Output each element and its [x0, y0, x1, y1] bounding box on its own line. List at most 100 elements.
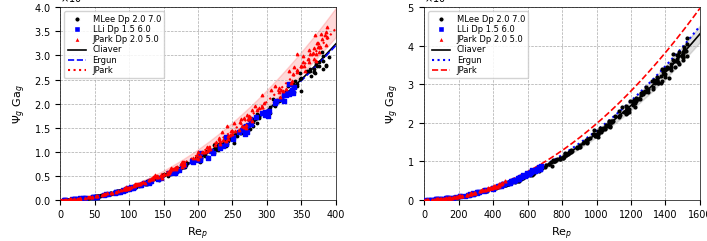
Point	[597, 127, 608, 131]
Point	[467, 192, 479, 195]
Point	[122, 187, 134, 190]
Point	[287, 91, 298, 95]
Point	[242, 113, 253, 117]
Point	[566, 150, 577, 154]
Point	[627, 103, 638, 107]
Point	[94, 194, 105, 198]
Point	[450, 195, 461, 199]
Point	[445, 196, 456, 200]
Point	[671, 59, 682, 63]
Point	[631, 99, 642, 103]
Point	[173, 167, 184, 171]
Point	[652, 75, 663, 79]
Point	[129, 185, 140, 189]
Point	[548, 159, 559, 163]
Point	[531, 168, 542, 172]
Point	[555, 157, 566, 161]
Point	[233, 129, 245, 133]
Point	[195, 156, 206, 160]
Point	[59, 198, 71, 202]
Point	[100, 193, 111, 197]
Point	[534, 167, 545, 171]
Point	[652, 81, 663, 85]
Point	[431, 197, 442, 201]
Point	[222, 134, 233, 137]
Point	[187, 160, 199, 164]
Point	[489, 185, 501, 189]
Point	[445, 196, 457, 200]
Point	[64, 198, 75, 201]
Point	[428, 198, 440, 201]
Point	[247, 124, 258, 128]
Point	[221, 140, 233, 144]
Point	[312, 41, 323, 45]
Point	[135, 181, 146, 185]
Point	[244, 123, 255, 127]
Point	[604, 125, 615, 129]
Point	[310, 33, 321, 37]
Point	[99, 193, 110, 197]
Point	[108, 191, 119, 195]
Point	[596, 130, 607, 134]
Point	[292, 84, 303, 88]
Point	[431, 198, 442, 201]
Point	[549, 159, 560, 162]
Point	[452, 195, 463, 199]
Point	[218, 141, 229, 145]
Point	[447, 196, 458, 200]
Point	[310, 62, 322, 66]
Point	[463, 193, 474, 197]
Point	[423, 198, 434, 202]
Point	[250, 115, 262, 119]
Point	[614, 114, 625, 118]
Point	[581, 141, 592, 145]
Point	[604, 119, 615, 123]
Point	[430, 198, 441, 201]
Point	[86, 195, 97, 199]
Point	[459, 194, 470, 198]
Point	[604, 124, 615, 128]
Point	[74, 197, 86, 201]
Point	[673, 60, 684, 64]
Point	[478, 189, 489, 193]
Point	[59, 198, 70, 202]
Point	[678, 45, 689, 49]
Point	[194, 157, 205, 161]
Point	[561, 153, 572, 157]
Point	[119, 187, 131, 191]
Point	[242, 126, 253, 129]
Point	[233, 128, 245, 132]
Point	[62, 198, 73, 202]
Point	[426, 198, 438, 202]
Point	[454, 194, 465, 198]
Point	[274, 90, 285, 94]
Point	[69, 197, 80, 201]
Point	[66, 197, 78, 201]
Point	[309, 71, 320, 75]
Point	[71, 197, 82, 201]
Point	[111, 190, 122, 194]
Point	[224, 137, 235, 141]
Point	[278, 89, 289, 93]
Point	[87, 195, 98, 199]
Point	[187, 159, 198, 163]
Point	[647, 87, 658, 91]
Point	[563, 151, 574, 155]
Point	[134, 182, 146, 186]
Point	[305, 74, 317, 78]
Point	[509, 180, 520, 184]
Point	[558, 156, 569, 160]
Point	[190, 156, 201, 160]
Point	[455, 194, 466, 198]
Point	[103, 192, 114, 196]
Point	[247, 120, 259, 124]
Point	[673, 62, 684, 66]
Point	[506, 180, 517, 184]
Point	[170, 171, 181, 175]
Point	[510, 178, 521, 181]
Point	[74, 197, 86, 201]
Point	[214, 142, 226, 146]
Point	[303, 57, 314, 60]
Point	[187, 161, 198, 164]
Point	[205, 149, 216, 153]
